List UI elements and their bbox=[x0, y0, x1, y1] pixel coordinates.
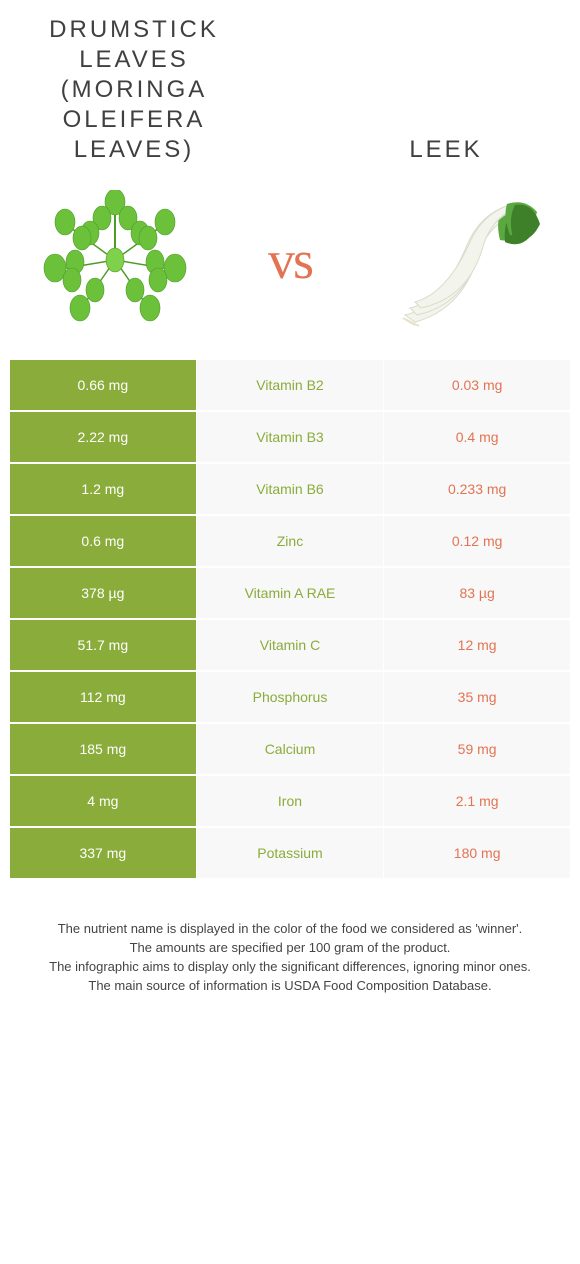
left-value-cell: 51.7 mg bbox=[10, 620, 197, 672]
nutrient-label-cell: Calcium bbox=[197, 724, 384, 776]
right-value-cell: 0.233 mg bbox=[383, 464, 570, 516]
table-row: 0.66 mgVitamin B20.03 mg bbox=[10, 360, 570, 412]
right-food-title: LEEK bbox=[342, 135, 550, 165]
left-value-cell: 112 mg bbox=[10, 672, 197, 724]
moringa-leaves-icon bbox=[30, 185, 200, 335]
left-value-cell: 4 mg bbox=[10, 776, 197, 828]
leek-icon bbox=[380, 185, 550, 335]
title-row: DRUMSTICK LEAVES (MORINGA OLEIFERA LEAVE… bbox=[10, 15, 570, 175]
table-row: 185 mgCalcium59 mg bbox=[10, 724, 570, 776]
footer-line: The nutrient name is displayed in the co… bbox=[25, 920, 555, 939]
right-value-cell: 0.4 mg bbox=[383, 412, 570, 464]
left-value-cell: 0.6 mg bbox=[10, 516, 197, 568]
nutrient-label-cell: Vitamin B2 bbox=[197, 360, 384, 412]
nutrient-label-cell: Zinc bbox=[197, 516, 384, 568]
table-row: 378 µgVitamin A RAE83 µg bbox=[10, 568, 570, 620]
table-row: 337 mgPotassium180 mg bbox=[10, 828, 570, 880]
table-row: 0.6 mgZinc0.12 mg bbox=[10, 516, 570, 568]
table-row: 51.7 mgVitamin C12 mg bbox=[10, 620, 570, 672]
right-value-cell: 12 mg bbox=[383, 620, 570, 672]
left-value-cell: 185 mg bbox=[10, 724, 197, 776]
right-value-cell: 0.03 mg bbox=[383, 360, 570, 412]
nutrient-label-cell: Vitamin C bbox=[197, 620, 384, 672]
right-value-cell: 35 mg bbox=[383, 672, 570, 724]
left-value-cell: 1.2 mg bbox=[10, 464, 197, 516]
table-row: 4 mgIron2.1 mg bbox=[10, 776, 570, 828]
left-title-col: DRUMSTICK LEAVES (MORINGA OLEIFERA LEAVE… bbox=[30, 15, 238, 165]
vs-label: vs bbox=[268, 229, 312, 291]
right-value-cell: 2.1 mg bbox=[383, 776, 570, 828]
left-value-cell: 337 mg bbox=[10, 828, 197, 880]
nutrient-label-cell: Vitamin A RAE bbox=[197, 568, 384, 620]
right-value-cell: 180 mg bbox=[383, 828, 570, 880]
infographic-container: DRUMSTICK LEAVES (MORINGA OLEIFERA LEAVE… bbox=[0, 0, 580, 1020]
nutrient-label-cell: Potassium bbox=[197, 828, 384, 880]
nutrient-label-cell: Iron bbox=[197, 776, 384, 828]
right-value-cell: 59 mg bbox=[383, 724, 570, 776]
nutrient-label-cell: Phosphorus bbox=[197, 672, 384, 724]
footer-notes: The nutrient name is displayed in the co… bbox=[10, 880, 570, 1005]
footer-line: The infographic aims to display only the… bbox=[25, 958, 555, 977]
images-row: vs bbox=[10, 175, 570, 360]
left-value-cell: 378 µg bbox=[10, 568, 197, 620]
left-food-title: DRUMSTICK LEAVES (MORINGA OLEIFERA LEAVE… bbox=[30, 15, 238, 165]
left-value-cell: 2.22 mg bbox=[10, 412, 197, 464]
right-value-cell: 0.12 mg bbox=[383, 516, 570, 568]
nutrient-label-cell: Vitamin B6 bbox=[197, 464, 384, 516]
footer-line: The main source of information is USDA F… bbox=[25, 977, 555, 996]
right-title-col: LEEK bbox=[342, 135, 550, 165]
table-row: 2.22 mgVitamin B30.4 mg bbox=[10, 412, 570, 464]
table-row: 1.2 mgVitamin B60.233 mg bbox=[10, 464, 570, 516]
table-row: 112 mgPhosphorus35 mg bbox=[10, 672, 570, 724]
nutrient-label-cell: Vitamin B3 bbox=[197, 412, 384, 464]
footer-line: The amounts are specified per 100 gram o… bbox=[25, 939, 555, 958]
right-value-cell: 83 µg bbox=[383, 568, 570, 620]
nutrient-table: 0.66 mgVitamin B20.03 mg2.22 mgVitamin B… bbox=[10, 360, 570, 880]
left-value-cell: 0.66 mg bbox=[10, 360, 197, 412]
